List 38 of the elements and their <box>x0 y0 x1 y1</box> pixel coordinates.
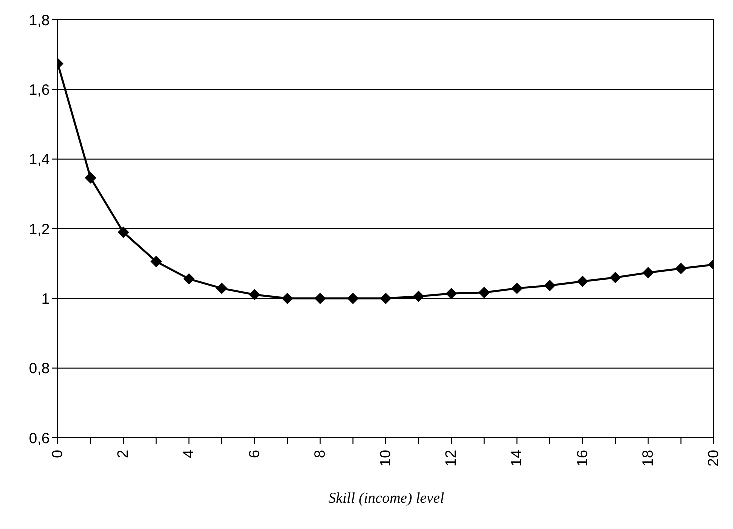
point <box>642 267 654 278</box>
point <box>216 283 228 294</box>
point <box>512 283 523 294</box>
point <box>413 291 424 302</box>
point <box>282 293 294 304</box>
x-tick-label: 20 <box>706 450 722 467</box>
point <box>150 256 162 268</box>
x-tick-label: 2 <box>115 450 132 458</box>
x-tick-label: 16 <box>574 450 592 467</box>
point <box>544 280 556 292</box>
x-tick-label: 0 <box>50 450 66 458</box>
x-tick-label: 8 <box>312 450 329 458</box>
y-tick-label: 1,8 <box>29 12 50 30</box>
point <box>348 293 359 304</box>
x-tick-label: 14 <box>508 450 526 467</box>
y-tick-label: 1 <box>42 290 50 308</box>
x-tick-label: 10 <box>378 450 394 467</box>
point <box>85 172 96 184</box>
x-tick-label: 18 <box>640 450 657 467</box>
y-tick-label: 1,6 <box>29 82 50 99</box>
point <box>249 289 260 300</box>
point <box>478 287 490 298</box>
x-tick-label: 12 <box>443 450 460 467</box>
y-tick-label: 0,6 <box>29 430 50 448</box>
point <box>118 226 130 238</box>
point <box>577 276 588 288</box>
y-tick-label: 1,2 <box>29 221 50 238</box>
x-tick-label: 6 <box>246 450 264 458</box>
y-tick-label: 1,4 <box>29 152 50 169</box>
point <box>610 272 622 284</box>
point <box>184 274 195 285</box>
x-tick-label: 4 <box>180 450 198 458</box>
point <box>380 293 392 304</box>
point <box>314 293 326 304</box>
y-tick-label: 0,8 <box>29 360 50 378</box>
x-axis-title: Skill (income) level <box>328 491 446 508</box>
point <box>676 263 687 274</box>
point <box>446 288 458 300</box>
